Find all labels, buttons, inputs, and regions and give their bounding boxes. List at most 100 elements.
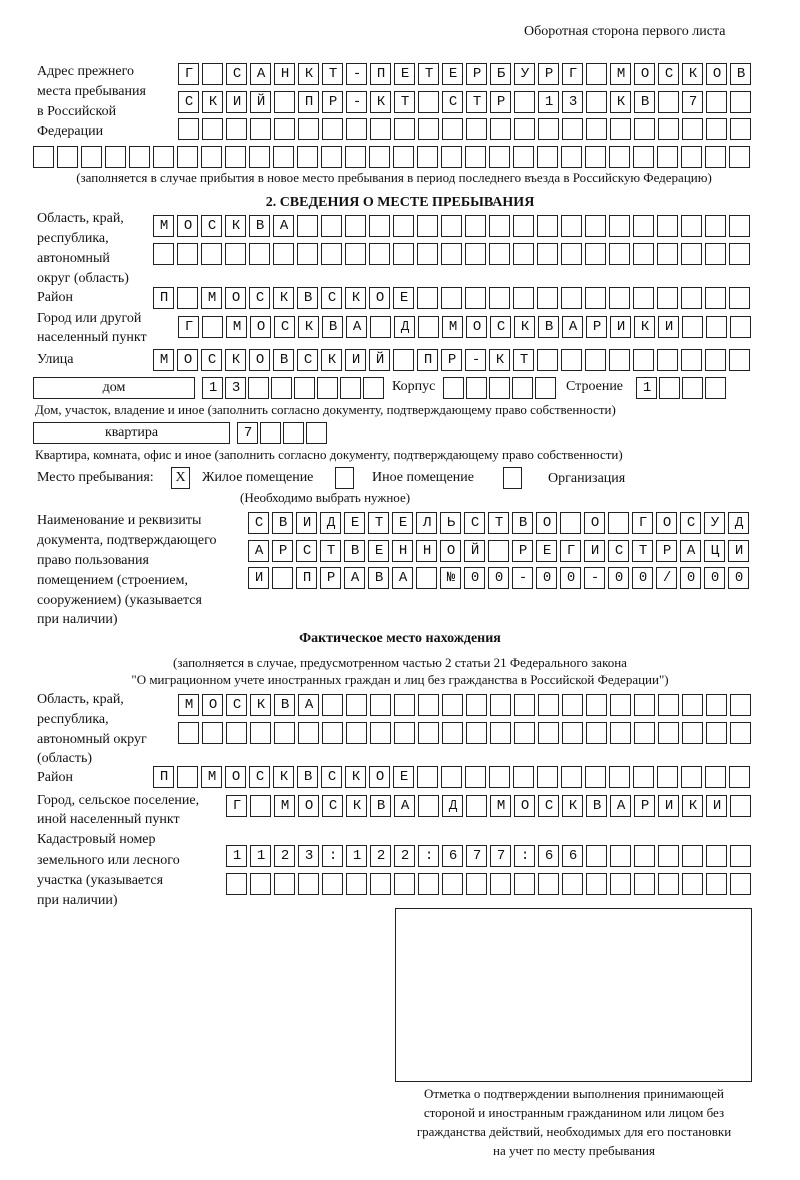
- char-cell[interactable]: [153, 766, 174, 788]
- char-cell[interactable]: [561, 215, 582, 237]
- char-cell[interactable]: [153, 146, 174, 168]
- char-cell[interactable]: [346, 91, 367, 113]
- char-cell[interactable]: [633, 766, 654, 788]
- char-cell[interactable]: [705, 349, 726, 371]
- char-cell[interactable]: [417, 146, 438, 168]
- char-cell[interactable]: [513, 287, 534, 309]
- char-cell[interactable]: [729, 287, 750, 309]
- char-cell[interactable]: [226, 694, 247, 716]
- char-cell[interactable]: [248, 567, 269, 589]
- char-cell[interactable]: [442, 694, 463, 716]
- char-cell[interactable]: [225, 146, 246, 168]
- char-cell[interactable]: [370, 63, 391, 85]
- char-cell[interactable]: [250, 91, 271, 113]
- char-cell[interactable]: [610, 316, 631, 338]
- char-cell[interactable]: [488, 512, 509, 534]
- char-cell[interactable]: [657, 287, 678, 309]
- char-cell[interactable]: [346, 118, 367, 140]
- char-cell[interactable]: [465, 287, 486, 309]
- char-cell[interactable]: [658, 795, 679, 817]
- char-cell[interactable]: [585, 146, 606, 168]
- char-cell[interactable]: [273, 146, 294, 168]
- char-cell[interactable]: [466, 722, 487, 744]
- char-cell[interactable]: [730, 795, 751, 817]
- char-cell[interactable]: [634, 845, 655, 867]
- char-cell[interactable]: [370, 91, 391, 113]
- char-cell[interactable]: [153, 215, 174, 237]
- char-cell[interactable]: [538, 873, 559, 895]
- char-cell[interactable]: [514, 694, 535, 716]
- char-cell[interactable]: [681, 766, 702, 788]
- char-cell[interactable]: [237, 422, 258, 444]
- char-cell[interactable]: [370, 316, 391, 338]
- char-cell[interactable]: [57, 146, 78, 168]
- char-cell[interactable]: [202, 63, 223, 85]
- char-cell[interactable]: [250, 795, 271, 817]
- char-cell[interactable]: [417, 215, 438, 237]
- char-cell[interactable]: [657, 243, 678, 265]
- char-cell[interactable]: [345, 215, 366, 237]
- char-cell[interactable]: [634, 118, 655, 140]
- char-cell[interactable]: [177, 766, 198, 788]
- char-cell[interactable]: [658, 118, 679, 140]
- char-cell[interactable]: [536, 512, 557, 534]
- char-cell[interactable]: [466, 377, 487, 399]
- char-cell[interactable]: [610, 873, 631, 895]
- char-cell[interactable]: [321, 146, 342, 168]
- char-cell[interactable]: [466, 91, 487, 113]
- char-cell[interactable]: [562, 694, 583, 716]
- char-cell[interactable]: [250, 873, 271, 895]
- char-cell[interactable]: [706, 91, 727, 113]
- char-cell[interactable]: [490, 722, 511, 744]
- char-cell[interactable]: [418, 873, 439, 895]
- char-cell[interactable]: [274, 316, 295, 338]
- char-cell[interactable]: [322, 845, 343, 867]
- char-cell[interactable]: [489, 287, 510, 309]
- char-cell[interactable]: [250, 63, 271, 85]
- char-cell[interactable]: [250, 118, 271, 140]
- char-cell[interactable]: [538, 91, 559, 113]
- char-cell[interactable]: [706, 795, 727, 817]
- char-cell[interactable]: [586, 722, 607, 744]
- char-cell[interactable]: [440, 540, 461, 562]
- char-cell[interactable]: [296, 567, 317, 589]
- char-cell[interactable]: [704, 567, 725, 589]
- char-cell[interactable]: [306, 422, 327, 444]
- char-cell[interactable]: [298, 118, 319, 140]
- char-cell[interactable]: [729, 215, 750, 237]
- char-cell[interactable]: [490, 845, 511, 867]
- char-cell[interactable]: [153, 243, 174, 265]
- char-cell[interactable]: [584, 540, 605, 562]
- char-cell[interactable]: [368, 540, 389, 562]
- char-cell[interactable]: [346, 873, 367, 895]
- char-cell[interactable]: [294, 377, 315, 399]
- char-cell[interactable]: [705, 146, 726, 168]
- char-cell[interactable]: [634, 63, 655, 85]
- char-cell[interactable]: [201, 287, 222, 309]
- char-cell[interactable]: [466, 694, 487, 716]
- char-cell[interactable]: [608, 512, 629, 534]
- char-cell[interactable]: [562, 91, 583, 113]
- char-cell[interactable]: [441, 243, 462, 265]
- char-cell[interactable]: [369, 146, 390, 168]
- char-cell[interactable]: [656, 512, 677, 534]
- char-cell[interactable]: [272, 567, 293, 589]
- char-cell[interactable]: [363, 377, 384, 399]
- char-cell[interactable]: [608, 540, 629, 562]
- char-cell[interactable]: [417, 349, 438, 371]
- char-cell[interactable]: [489, 349, 510, 371]
- char-cell[interactable]: [586, 845, 607, 867]
- char-cell[interactable]: [249, 215, 270, 237]
- char-cell[interactable]: [320, 540, 341, 562]
- char-cell[interactable]: [682, 873, 703, 895]
- char-cell[interactable]: [682, 118, 703, 140]
- char-cell[interactable]: [730, 722, 751, 744]
- char-cell[interactable]: [249, 766, 270, 788]
- char-cell[interactable]: [538, 316, 559, 338]
- char-cell[interactable]: [369, 243, 390, 265]
- char-cell[interactable]: [584, 512, 605, 534]
- char-cell[interactable]: [177, 349, 198, 371]
- char-cell[interactable]: [489, 377, 510, 399]
- char-cell[interactable]: [609, 215, 630, 237]
- char-cell[interactable]: [441, 146, 462, 168]
